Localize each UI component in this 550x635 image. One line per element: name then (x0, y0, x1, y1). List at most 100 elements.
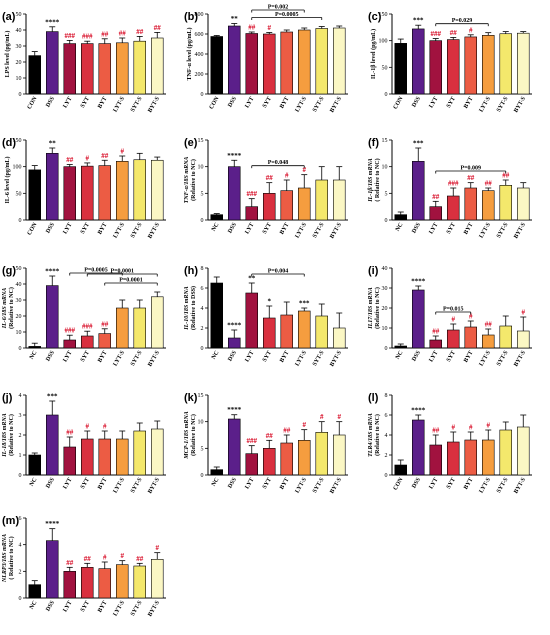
significance-mark: **** (45, 268, 60, 276)
panel-label: (h) (184, 265, 198, 277)
bar-byt-s (516, 330, 530, 349)
y-tick-label: 0 (19, 473, 22, 479)
category-label: DSS (45, 599, 56, 612)
bar-dss (228, 418, 241, 476)
significance-mark: ### (431, 30, 442, 38)
y-tick-label: 50 (16, 12, 22, 18)
y-tick-label: 100 (13, 165, 22, 171)
y-axis-label: IL-10/18S mRNA (184, 286, 190, 331)
bar-byt-s (332, 179, 346, 221)
panel-i: (i) 0 10 20 30 40 IL17/18S mRNA (Relative to NC… (368, 265, 532, 368)
bar-syt (446, 329, 460, 349)
category-label: SYT-S (496, 221, 510, 239)
y-tick-label: 600 (195, 32, 204, 38)
category-label: LYT (62, 477, 73, 490)
category-label: DSS (45, 476, 56, 489)
y-tick-label: 0 (19, 218, 22, 224)
bar-lyt (429, 444, 442, 476)
category-label: NC (211, 477, 221, 488)
y-tick-label: 3 (19, 413, 22, 419)
category-label: LYT (62, 600, 73, 613)
panel-label: (k) (184, 392, 198, 404)
category-label: BYT (463, 477, 474, 491)
category-label: SYT-S (312, 95, 326, 113)
bar-byt-s (516, 32, 530, 95)
category-label: DSS (227, 349, 238, 362)
bar-byt (464, 439, 477, 476)
category-label: SYT (262, 477, 273, 490)
panel-j: (j) 0 1 2 3 4 IL-18/18S mRNA (Relative to NC) NC… (2, 392, 166, 495)
y-tick-label: 40 (16, 28, 22, 34)
category-label: NC (211, 350, 221, 361)
panel-h: (h) 0 2 4 6 8 IL-10/18S mRNA (Relative to DSS) N… (184, 265, 348, 368)
category-label: DSS (45, 221, 56, 234)
bar-syt (81, 335, 94, 349)
bar-byt (464, 326, 477, 349)
category-label: BYT-S (513, 349, 527, 367)
category-label: SYT-S (496, 476, 510, 494)
p-value-label: P=0.0001 (119, 278, 143, 284)
category-label: SYT (80, 96, 91, 109)
category-label: SYT (446, 96, 457, 109)
bar-byt (98, 165, 112, 221)
bar-dss (228, 166, 241, 221)
category-label: SYT-S (130, 599, 144, 617)
bar-syt-s (499, 185, 512, 221)
y-tick-label: 0 (385, 346, 388, 352)
bar-syt-s (315, 28, 328, 95)
significance-mark: **** (227, 406, 242, 414)
y-tick-label: 4 (385, 433, 388, 439)
y-tick-label: 0 (19, 596, 22, 602)
significance-mark: ## (266, 174, 274, 182)
bar-lyt (245, 453, 259, 476)
y-tick-label: 200 (195, 72, 204, 78)
bar-syt-s (499, 33, 512, 95)
category-label: BYT-S (147, 349, 161, 367)
panel-l: (l) 0 2 4 6 8 TLR4/18S mRNA (Relative to NC) CON… (368, 392, 532, 495)
y-tick-label: 8 (385, 393, 388, 399)
category-label: LYT (62, 350, 73, 363)
category-label: BYT (463, 222, 474, 236)
category-label: LYT (428, 350, 439, 363)
y-tick-label: 4 (19, 393, 22, 399)
panel-label: (d) (2, 137, 16, 149)
bar-syt-s (133, 565, 147, 599)
y-tick-label: 0 (385, 473, 388, 479)
category-label: LYT (244, 477, 255, 490)
bar-syt (262, 33, 276, 95)
panel-e: (e) 0 5 10 15 TNF-α/18S mRNA (Relative to NC) N… (184, 137, 348, 240)
y-axis-label: IL-6/18S mRNA (2, 288, 8, 330)
category-label: DSS (411, 95, 422, 108)
category-label: SYT-S (130, 349, 144, 367)
bar-nc (28, 454, 41, 476)
bar-syt (262, 317, 276, 349)
significance-mark: # (268, 24, 272, 32)
bar-dss (411, 289, 425, 349)
category-label: BYT-S (329, 476, 343, 494)
significance-mark: ### (82, 33, 93, 41)
category-label: SYT (80, 600, 91, 613)
bar-lyt-s (297, 29, 311, 95)
y-axis-label: LPS level (pg/mL) (4, 31, 11, 78)
category-label: DSS (411, 349, 422, 362)
y-tick-label: 10 (382, 326, 388, 332)
y-tick-label: 15 (198, 393, 204, 399)
significance-mark: **** (411, 278, 426, 286)
bar-dss (45, 540, 59, 599)
panel-label: (l) (368, 392, 379, 404)
panel-label: (b) (184, 11, 198, 23)
category-label: BYT (97, 96, 108, 110)
bar-byt (280, 190, 293, 221)
bar-con (28, 169, 41, 221)
significance-mark: # (121, 552, 125, 560)
y-axis-label: IL17/18S mRNA (368, 287, 374, 330)
category-label: CON (393, 95, 405, 110)
y-tick-label: 800 (195, 12, 204, 18)
y-tick-label: 0 (201, 473, 204, 479)
p-value-label: P=0.002 (268, 5, 289, 11)
panel-a: (a) 0 10 20 30 40 50 LPS level (pg/mL) CON **** DS… (2, 11, 166, 114)
category-label: LYT (428, 477, 439, 490)
y-axis-label-2: (Relative to NC) (190, 159, 197, 201)
category-label: CON (393, 476, 405, 491)
significance-mark: ** (49, 140, 57, 148)
